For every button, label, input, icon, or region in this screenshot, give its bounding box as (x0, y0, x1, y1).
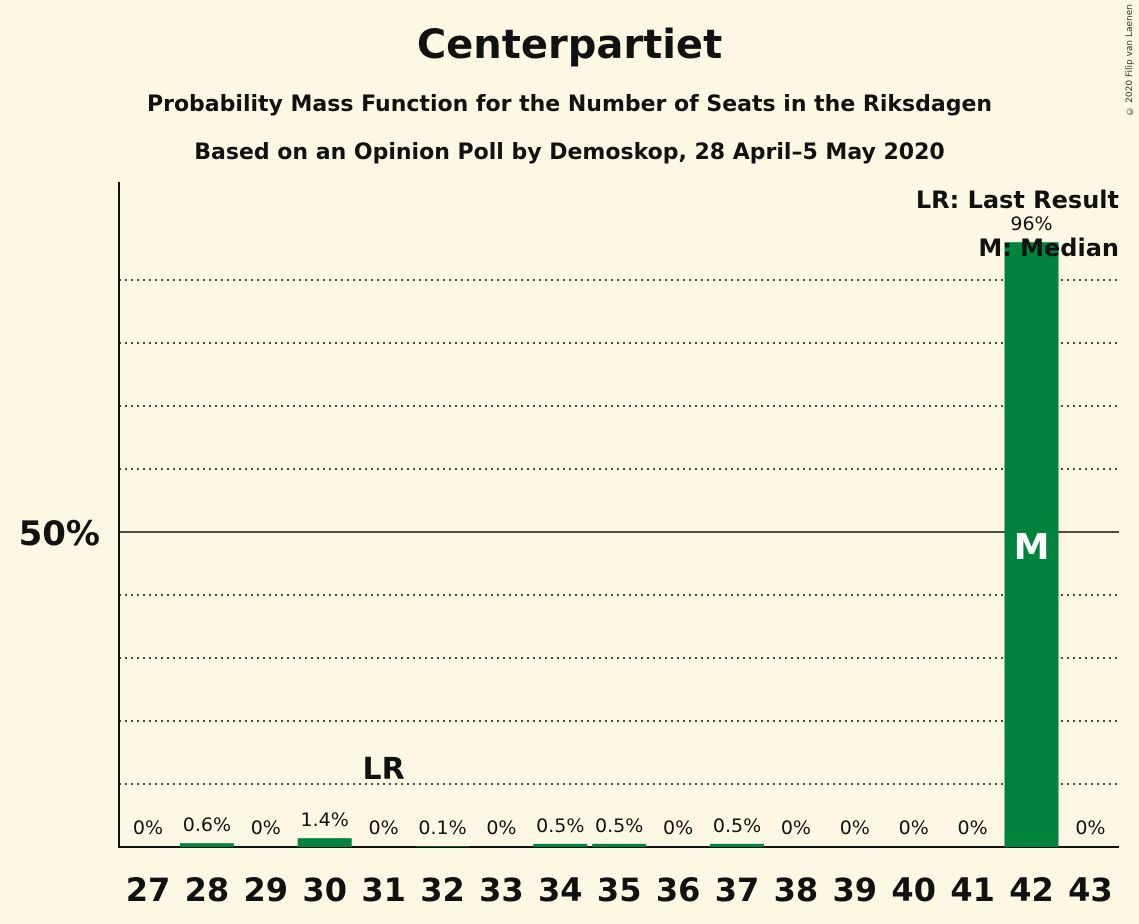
bar-seat-32 (415, 846, 470, 847)
bar-seat-42 (1004, 242, 1059, 847)
x-tick-label: 40 (891, 871, 936, 909)
x-tick-label: 29 (244, 871, 289, 909)
bar-value-label: 0.6% (183, 814, 231, 836)
x-tick-label: 31 (361, 871, 406, 909)
x-tick-label: 39 (833, 871, 878, 909)
bar-value-label: 0% (486, 817, 516, 839)
y-tick-label: 50% (19, 514, 100, 554)
bar-seat-37 (710, 843, 764, 847)
x-tick-label: 38 (774, 871, 819, 909)
bar-value-label: 0% (663, 817, 693, 839)
bar-value-label: 0% (133, 817, 163, 839)
bar-value-label: 0.5% (713, 815, 761, 837)
bar-value-label: 0.5% (536, 815, 584, 837)
bar-value-label: 0% (899, 817, 929, 839)
x-tick-label: 28 (185, 871, 230, 909)
bar-value-label: 0.5% (595, 815, 643, 837)
chart-title: Centerpartiet (416, 22, 723, 68)
bar-seat-34 (533, 843, 588, 847)
legend-median: M: Median (978, 234, 1119, 262)
bar-seat-28 (179, 843, 234, 847)
bar-value-label: 0% (369, 817, 399, 839)
x-tick-label: 30 (302, 871, 347, 909)
legend-last-result: LR: Last Result (915, 186, 1119, 214)
x-tick-label: 33 (479, 871, 524, 909)
median-marker: M (1014, 527, 1050, 568)
x-tick-label: 27 (126, 871, 171, 909)
bar-value-label: 0.1% (418, 817, 466, 839)
bar-value-label: 0% (781, 817, 811, 839)
bar-value-label: 96% (1010, 213, 1052, 235)
bar-seat-30 (297, 838, 352, 847)
last-result-marker: LR (362, 752, 404, 787)
bar-value-label: 0% (958, 817, 988, 839)
x-tick-label: 42 (1009, 871, 1054, 909)
x-tick-label: 34 (538, 871, 583, 909)
x-tick-label: 41 (950, 871, 995, 909)
bar-value-label: 0% (1075, 817, 1105, 839)
x-tick-label: 43 (1068, 871, 1113, 909)
x-tick-label: 37 (715, 871, 760, 909)
chart-source-line: Based on an Opinion Poll by Demoskop, 28… (194, 140, 945, 165)
bar-value-label: 0% (840, 817, 870, 839)
x-tick-label: 36 (656, 871, 701, 909)
x-tick-label: 32 (420, 871, 465, 909)
chart-subtitle: Probability Mass Function for the Number… (146, 92, 993, 117)
bar-seat-35 (592, 843, 647, 847)
bar-value-label: 1.4% (301, 809, 349, 831)
x-tick-label: 35 (597, 871, 642, 909)
bar-value-label: 0% (251, 817, 281, 839)
